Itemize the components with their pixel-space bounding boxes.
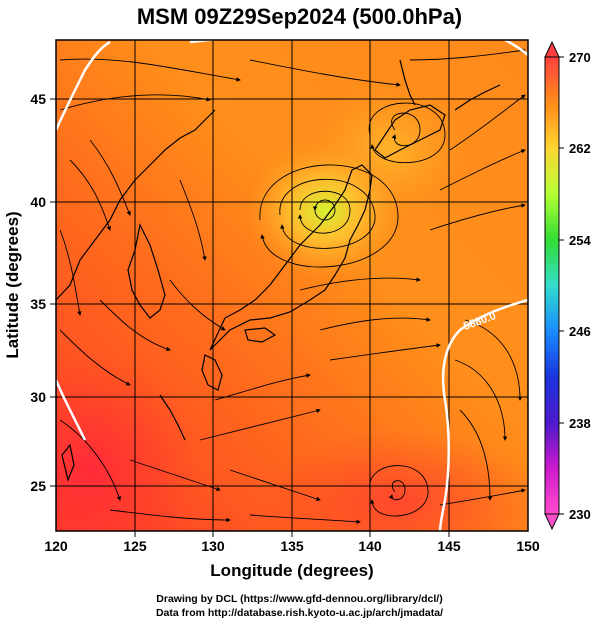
credits: Drawing by DCL (https://www.gfd-dennou.o…	[0, 592, 599, 620]
lat-tick-label: 30	[30, 389, 46, 405]
lat-tick-label: 35	[30, 296, 46, 312]
lon-tick-label: 145	[437, 538, 461, 554]
lat-tick-label: 25	[30, 478, 46, 494]
frame-ticks	[50, 98, 450, 537]
colorbar-label: 230	[569, 507, 591, 522]
colorbar-label: 270	[569, 50, 591, 65]
colorbar-label: 254	[569, 233, 591, 248]
y-axis-title: Latitude (degrees)	[3, 211, 22, 358]
lon-tick-label: 140	[358, 538, 382, 554]
temperature-field	[56, 40, 528, 531]
height-contour	[56, 40, 528, 531]
credit-data: Data from http://database.rish.kyoto-u.a…	[155, 607, 444, 619]
colorbar-label: 238	[569, 416, 591, 431]
page-title: MSM 09Z29Sep2024 (500.0hPa)	[136, 4, 463, 29]
colorbar-label: 246	[569, 324, 591, 339]
credit-drawing: Drawing by DCL (https://www.gfd-dennou.o…	[156, 593, 443, 605]
lat-tick-label: 45	[30, 91, 46, 107]
lon-tick-label: 120	[44, 538, 68, 554]
colorbar-top-arrow	[544, 40, 560, 58]
lon-tick-label: 150	[516, 538, 540, 554]
lon-tick-label: 125	[123, 538, 147, 554]
grid-lines	[56, 40, 528, 531]
x-axis-title: Longitude (degrees)	[210, 561, 373, 580]
colorbar: 270 262 254 246 238 230	[544, 40, 591, 531]
colorbar-label: 262	[569, 141, 591, 156]
colorbar-bottom-arrow	[544, 513, 560, 531]
lon-tick-label: 135	[280, 538, 304, 554]
lon-tick-label: 130	[201, 538, 225, 554]
colorbar-gradient	[544, 56, 560, 515]
coastlines	[56, 59, 501, 482]
lat-tick-label: 40	[30, 194, 46, 210]
wind-streamlines	[59, 48, 526, 525]
